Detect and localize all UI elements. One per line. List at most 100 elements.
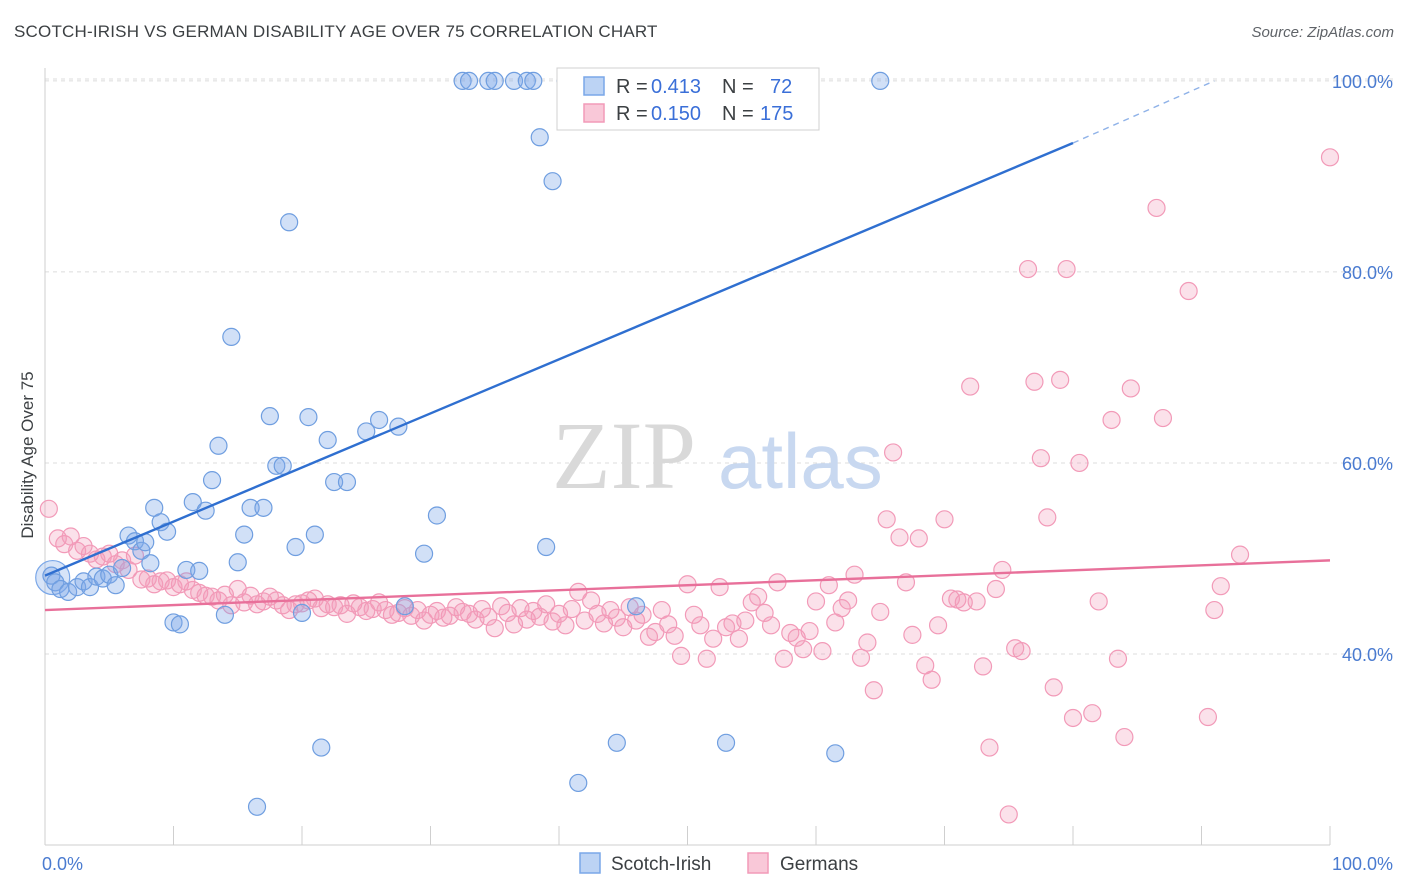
point-germans [357,601,376,621]
point-germans [1057,259,1076,279]
point-germans [472,599,491,619]
point-scotch-irish [607,733,626,752]
y-axis-label: Disability Age Over 75 [18,371,37,538]
point-germans [736,611,755,630]
point-scotch-irish [337,472,357,492]
point-germans [1038,508,1057,527]
watermark-atlas: atlas [718,417,883,505]
point-germans [1121,379,1140,398]
legend-n-value-1: 72 [770,76,792,98]
source-label: Source: ZipAtlas.com [1251,24,1394,41]
watermark-zip: ZIP [552,402,696,509]
point-scotch-irish [626,597,646,616]
point-germans [1153,408,1173,428]
point-germans [851,648,871,667]
point-germans [569,582,588,601]
point-scotch-irish [59,582,78,601]
point-scotch-irish [280,213,299,232]
point-scotch-irish [112,558,132,578]
point-germans [999,805,1018,824]
legend-swatch-scotch-irish [583,76,605,96]
point-germans [607,608,626,627]
point-germans [774,649,793,668]
point-germans [1089,592,1108,611]
point-germans [890,528,909,547]
stats-legend: R = 0.413 N = 72 R = 0.150 N = 175 [556,67,820,131]
point-germans [729,629,749,648]
point-scotch-irish [106,576,125,595]
y-tick-labels: 40.0% 60.0% 80.0% 100.0% [1332,72,1393,665]
point-germans [434,608,453,627]
point-germans [903,625,922,644]
point-germans [832,599,851,618]
point-germans [858,633,877,652]
point-germans [961,377,980,396]
chart-title: SCOTCH-IRISH VS GERMAN DISABILITY AGE OV… [14,22,658,41]
trend-line-scotch-irish-extension [1072,80,1215,144]
point-germans [877,510,896,529]
point-germans [1102,410,1121,430]
point-scotch-irish [299,408,318,427]
point-germans [1211,577,1230,596]
point-germans [492,597,511,616]
point-scotch-irish [80,578,100,597]
point-germans [1108,649,1128,668]
legend-swatch-germans [583,103,605,123]
point-germans [1044,678,1063,697]
point-germans [749,587,768,606]
x-tick-labels: 0.0% 100.0% [42,854,1393,874]
point-germans [39,499,58,518]
bottom-legend-swatch-scotch-irish [579,852,601,874]
point-scotch-irish [716,733,736,752]
point-germans [671,646,691,665]
point-germans [74,536,93,556]
legend-r-value-2: 0.150 [651,103,701,125]
point-germans [1115,727,1134,747]
point-germans [973,657,993,676]
point-scotch-irish [177,560,196,580]
point-scotch-irish [267,456,286,475]
y-tick-label: 100.0% [1332,72,1393,92]
point-germans [993,560,1012,580]
point-germans [1025,372,1044,391]
point-germans [928,616,948,635]
point-germans [537,595,556,614]
point-scotch-irish [459,71,479,91]
point-scotch-irish [228,553,247,572]
bottom-legend-scotch-irish: Scotch-Irish [611,854,711,875]
point-germans [839,591,858,610]
trend-line-germans [44,559,1331,612]
legend-r-value-1: 0.413 [651,76,701,98]
point-scotch-irish [235,525,254,544]
point-germans [883,443,903,462]
point-scotch-irish [530,128,549,147]
point-germans [1031,449,1050,468]
point-scotch-irish [209,436,228,455]
point-germans [684,605,704,624]
point-germans [864,681,883,700]
point-germans [800,621,819,641]
point-germans [967,592,986,611]
point-scotch-irish [254,498,273,517]
point-scotch-irish [222,327,241,346]
point-scotch-irish [414,544,434,563]
point-germans [909,529,928,548]
legend-n-value-2: 175 [760,103,793,125]
point-germans [556,616,575,635]
point-scotch-irish [537,537,556,557]
x-tick-label: 0.0% [42,854,83,874]
y-tick-label: 40.0% [1342,645,1393,665]
point-scotch-irish [183,493,202,512]
point-scotch-irish [485,71,504,91]
point-germans [697,649,716,668]
point-germans [935,510,954,529]
y-tick-label: 60.0% [1342,454,1393,474]
trend-line-scotch-irish [44,141,1074,577]
point-scotch-irish [871,71,890,91]
point-germans [1051,370,1070,389]
point-scotch-irish [141,554,160,573]
point-germans [1147,198,1166,218]
point-germans [1012,642,1031,661]
bottom-legend-germans: Germans [780,854,858,875]
point-germans [363,599,382,619]
